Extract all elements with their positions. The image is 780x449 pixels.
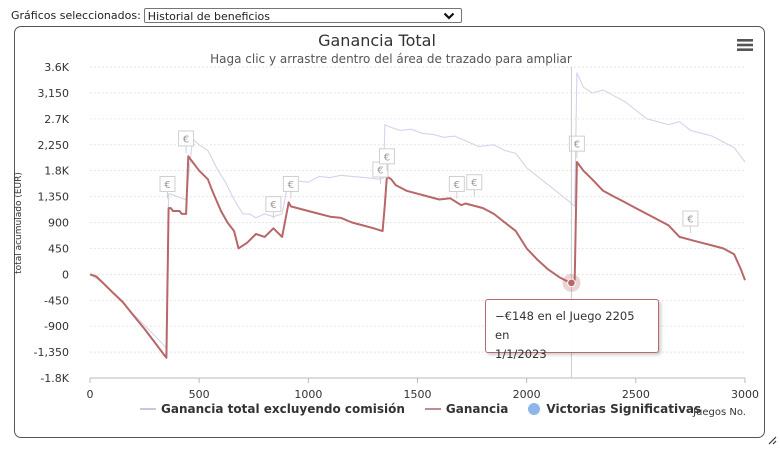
chart-panel (14, 26, 765, 438)
chart-selector-value: Historial de beneficios (147, 9, 270, 23)
x-tick-label: 500 (189, 388, 210, 401)
y-tick-label: 3,150 (38, 87, 70, 100)
x-tick-label: 2500 (622, 388, 650, 401)
euro-icon: € (574, 140, 580, 151)
flag-box (378, 148, 395, 165)
x-tick-label: 1500 (404, 388, 432, 401)
chart-legend: Ganancia total excluyendo comisión Ganan… (140, 401, 721, 417)
y-tick-label: 0 (62, 268, 69, 281)
chevron-down-icon (443, 12, 455, 20)
significant-win-flag[interactable]: € (378, 148, 395, 171)
euro-icon: € (471, 178, 477, 189)
chart-subtitle: Haga clic y arrastre dentro del área de … (210, 52, 572, 66)
euro-icon: € (270, 200, 276, 211)
significant-win-flag[interactable]: € (448, 175, 465, 199)
legend-item-total[interactable]: Ganancia total excluyendo comisión (140, 402, 405, 416)
y-tick-label: -450 (44, 294, 69, 307)
legend-swatch-total (140, 408, 156, 410)
significant-win-flag[interactable]: € (466, 174, 483, 197)
resize-grip-icon[interactable] (768, 436, 777, 445)
x-tick-label: 1000 (294, 388, 322, 401)
significant-win-flag[interactable]: € (372, 161, 389, 185)
euro-icon: € (183, 134, 189, 145)
y-tick-label: 900 (48, 217, 69, 230)
y-tick-label: 2,250 (38, 139, 70, 152)
y-tick-label: 1,350 (38, 191, 70, 204)
y-tick-label: -1,350 (34, 346, 69, 359)
significant-win-flag[interactable]: € (178, 130, 195, 153)
x-axis-label: Juegos No. (692, 407, 746, 418)
significant-win-flag[interactable]: € (159, 175, 176, 199)
flag-box (448, 175, 465, 192)
euro-icon: € (454, 180, 460, 191)
hover-point[interactable] (567, 278, 576, 288)
y-tick-label: 450 (48, 242, 69, 255)
significant-win-flag[interactable]: € (568, 135, 585, 159)
chart-title: Ganancia Total (318, 31, 436, 50)
euro-icon: € (164, 180, 170, 191)
euro-icon: € (288, 180, 294, 191)
significant-win-flag[interactable]: € (265, 196, 282, 219)
series-total-excl-commission-line[interactable] (89, 72, 746, 349)
legend-label-wins: Victorias Significativas (546, 402, 702, 416)
x-tick-label: 2000 (513, 388, 541, 401)
tooltip-line-1: −€148 en el Juego 2205 en (495, 309, 635, 342)
significant-win-flag[interactable]: € (682, 210, 699, 234)
flag-box (282, 175, 299, 192)
significant-win-flag[interactable]: € (282, 175, 299, 199)
hamburger-menu-icon[interactable] (736, 37, 754, 53)
legend-item-gain[interactable]: Ganancia (424, 402, 509, 416)
y-tick-label: -1.8K (40, 372, 69, 385)
x-tick-label: 0 (87, 388, 94, 401)
chart-selector-label: Gráficos seleccionados: (11, 8, 141, 22)
legend-label-gain: Ganancia (445, 402, 509, 416)
x-tick-label: 3000 (731, 388, 759, 401)
y-tick-label: 1.8K (44, 165, 69, 178)
flag-box (159, 175, 176, 192)
y-tick-label: 2.7K (44, 113, 69, 126)
euro-icon: € (687, 215, 693, 226)
series-gain-line[interactable] (89, 155, 746, 359)
y-tick-label: 3.6K (44, 61, 69, 74)
data-point-tooltip: −€148 en el Juego 2205 en 1/1/2023 (485, 299, 659, 361)
flag-box (265, 196, 282, 213)
legend-swatch-gain (424, 408, 441, 410)
legend-label-total: Ganancia total excluyendo comisión (161, 402, 405, 416)
chart-selector-row: Gráficos seleccionados: Historial de ben… (11, 7, 462, 23)
flag-box (568, 135, 585, 152)
flag-box (466, 174, 483, 191)
tooltip-line-2: 1/1/2023 (495, 347, 547, 361)
y-axis-label: total acumulado (EUR) (14, 172, 24, 274)
y-tick-label: -900 (44, 320, 69, 333)
euro-icon: € (384, 152, 390, 163)
legend-item-wins[interactable]: Victorias Significativas (528, 402, 701, 416)
flag-box (178, 130, 195, 147)
legend-swatch-wins (528, 403, 541, 415)
chart-selector-dropdown[interactable]: Historial de beneficios (143, 7, 462, 23)
flag-box (682, 210, 699, 227)
euro-icon: € (377, 166, 383, 177)
